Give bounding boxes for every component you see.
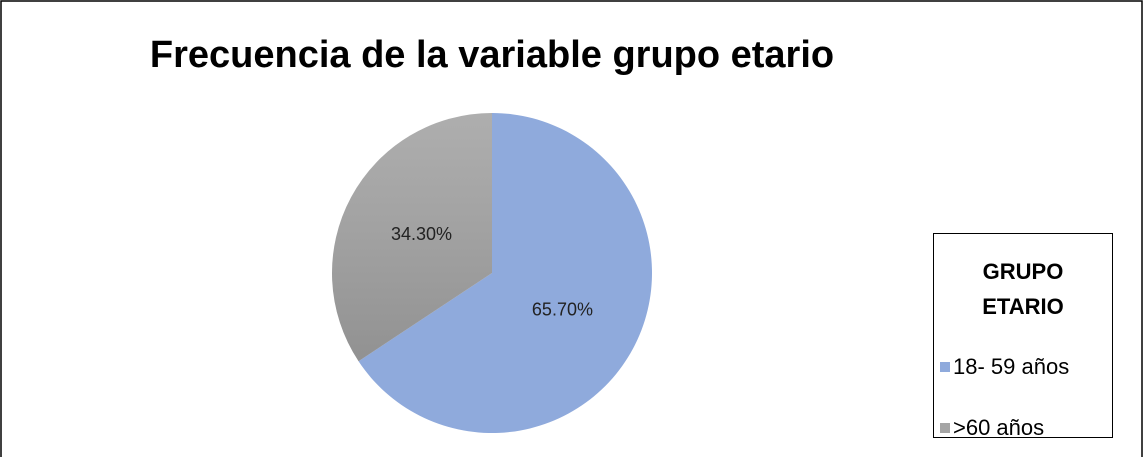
pie: 65.70% 34.30%	[332, 112, 652, 434]
legend-title: GRUPO ETARIO	[982, 259, 1064, 319]
legend-item: >60 años	[934, 397, 1112, 457]
data-label: 65.70%	[532, 300, 593, 320]
legend-label: >60 años	[953, 414, 1045, 440]
slice-shade	[332, 112, 492, 362]
legend-swatch	[940, 361, 950, 372]
chart-title: Frecuencia de la variable grupo etario	[150, 34, 834, 76]
legend-label: 18- 59 años	[953, 353, 1070, 379]
legend-swatch	[940, 422, 950, 433]
legend-item: 18- 59 años	[934, 336, 1112, 397]
pie-slice	[358, 113, 652, 434]
legend: GRUPO ETARIO 18- 59 años >60 años	[933, 233, 1113, 440]
data-label: 34.30%	[391, 224, 452, 244]
